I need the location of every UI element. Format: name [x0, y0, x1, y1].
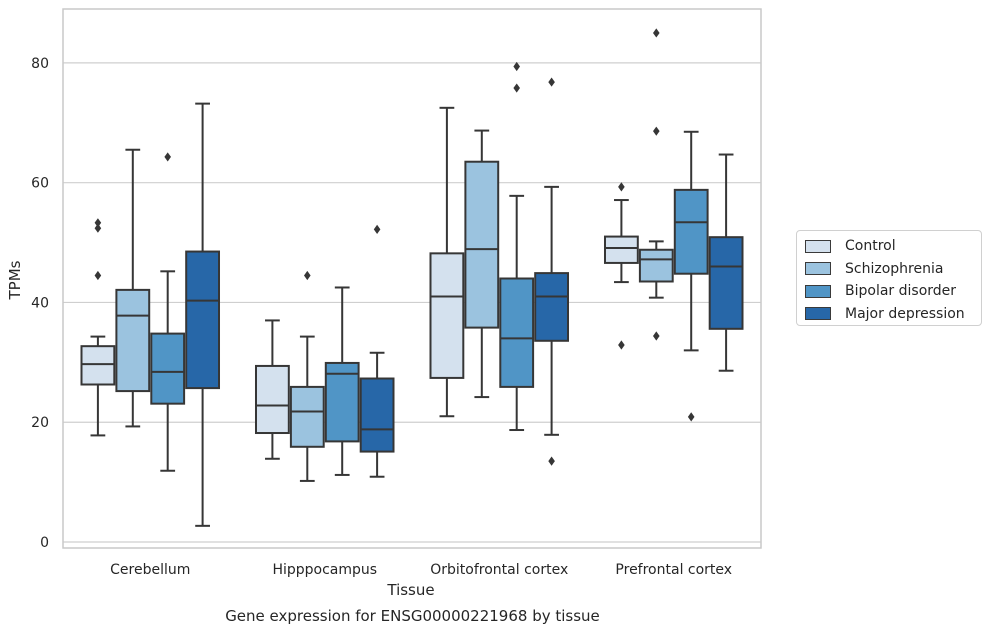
box-group	[115, 148, 151, 428]
x-tick-label: Hipppocampus	[272, 562, 377, 578]
plot-frame	[62, 8, 762, 549]
box-group	[638, 28, 674, 341]
box-group	[673, 130, 709, 422]
outlier-point	[653, 28, 660, 38]
outlier-point	[304, 270, 311, 281]
outlier-point	[94, 270, 102, 281]
box	[359, 377, 395, 453]
outlier-point	[164, 152, 171, 162]
box	[254, 364, 290, 435]
x-tick-labels: Cerebellum Hipppocampus Orbitofrontal cort…	[110, 562, 732, 578]
y-tick-label: 20	[31, 415, 49, 431]
box-group	[80, 218, 116, 437]
box	[708, 236, 744, 330]
box	[429, 252, 465, 379]
box	[115, 288, 151, 393]
outlier-point	[653, 126, 660, 136]
boxes	[80, 28, 744, 527]
outlier-point	[94, 218, 102, 228]
y-tick-labels: 0 20 40 60 80	[31, 56, 49, 551]
x-tick-label: Orbitofrontal cortex	[430, 562, 568, 578]
outlier-point	[513, 61, 520, 72]
outlier-point	[618, 182, 625, 192]
outlier-point	[687, 412, 695, 422]
box	[673, 188, 709, 275]
legend-label-control: Control	[845, 238, 896, 255]
box-group	[289, 270, 325, 482]
box	[324, 361, 360, 443]
box-group	[254, 319, 290, 460]
outlier-point	[513, 83, 520, 93]
box-group	[429, 106, 465, 418]
outlier-point	[653, 331, 660, 341]
box	[80, 345, 116, 386]
legend-item-major-depression: Major depression	[805, 303, 981, 326]
box	[638, 248, 674, 283]
y-axis-label: TPMs	[6, 260, 24, 300]
box-group	[150, 152, 186, 472]
outlier-point	[373, 224, 381, 234]
x-tick-label: Prefrontal cortex	[615, 562, 732, 578]
grid-lines	[63, 62, 761, 543]
legend-swatch-control	[805, 239, 831, 253]
x-tick-label: Cerebellum	[110, 562, 190, 578]
legend-label-bipolar-disorder: Bipolar disorder	[845, 283, 957, 300]
box-group	[464, 129, 500, 399]
box-group	[708, 153, 744, 372]
box	[289, 385, 325, 448]
figure-caption: Gene expression for ENSG00000221968 by t…	[225, 607, 600, 625]
legend-item-schizophrenia: Schizophrenia	[805, 258, 981, 281]
box-group	[359, 224, 395, 478]
y-tick-label: 40	[31, 295, 49, 311]
legend: Control Schizophrenia Bipolar disorder M…	[796, 230, 982, 326]
x-axis-label: Tissue	[386, 581, 434, 599]
box	[185, 250, 221, 390]
y-tick-label: 80	[31, 56, 49, 72]
outlier-point	[548, 456, 555, 466]
legend-label-schizophrenia: Schizophrenia	[845, 260, 944, 277]
outlier-point	[618, 340, 625, 350]
legend-item-control: Control	[805, 235, 981, 258]
legend-swatch-bipolar-disorder	[805, 284, 831, 298]
box	[499, 277, 535, 388]
box-group	[534, 77, 570, 466]
box	[534, 272, 570, 342]
outlier-point	[94, 223, 102, 233]
box-group	[324, 286, 360, 476]
legend-swatch-schizophrenia	[805, 262, 831, 276]
box	[603, 235, 639, 264]
box-group	[603, 182, 639, 350]
outlier-point	[548, 77, 555, 87]
box	[150, 332, 186, 405]
y-tick-label: 60	[31, 176, 49, 192]
box	[464, 160, 500, 329]
legend-label-major-depression: Major depression	[845, 305, 965, 322]
y-tick-label: 0	[40, 535, 49, 551]
legend-swatch-major-depression	[805, 307, 831, 321]
legend-item-bipolar-disorder: Bipolar disorder	[805, 280, 981, 303]
box-group	[185, 102, 221, 527]
box-group	[499, 61, 535, 432]
